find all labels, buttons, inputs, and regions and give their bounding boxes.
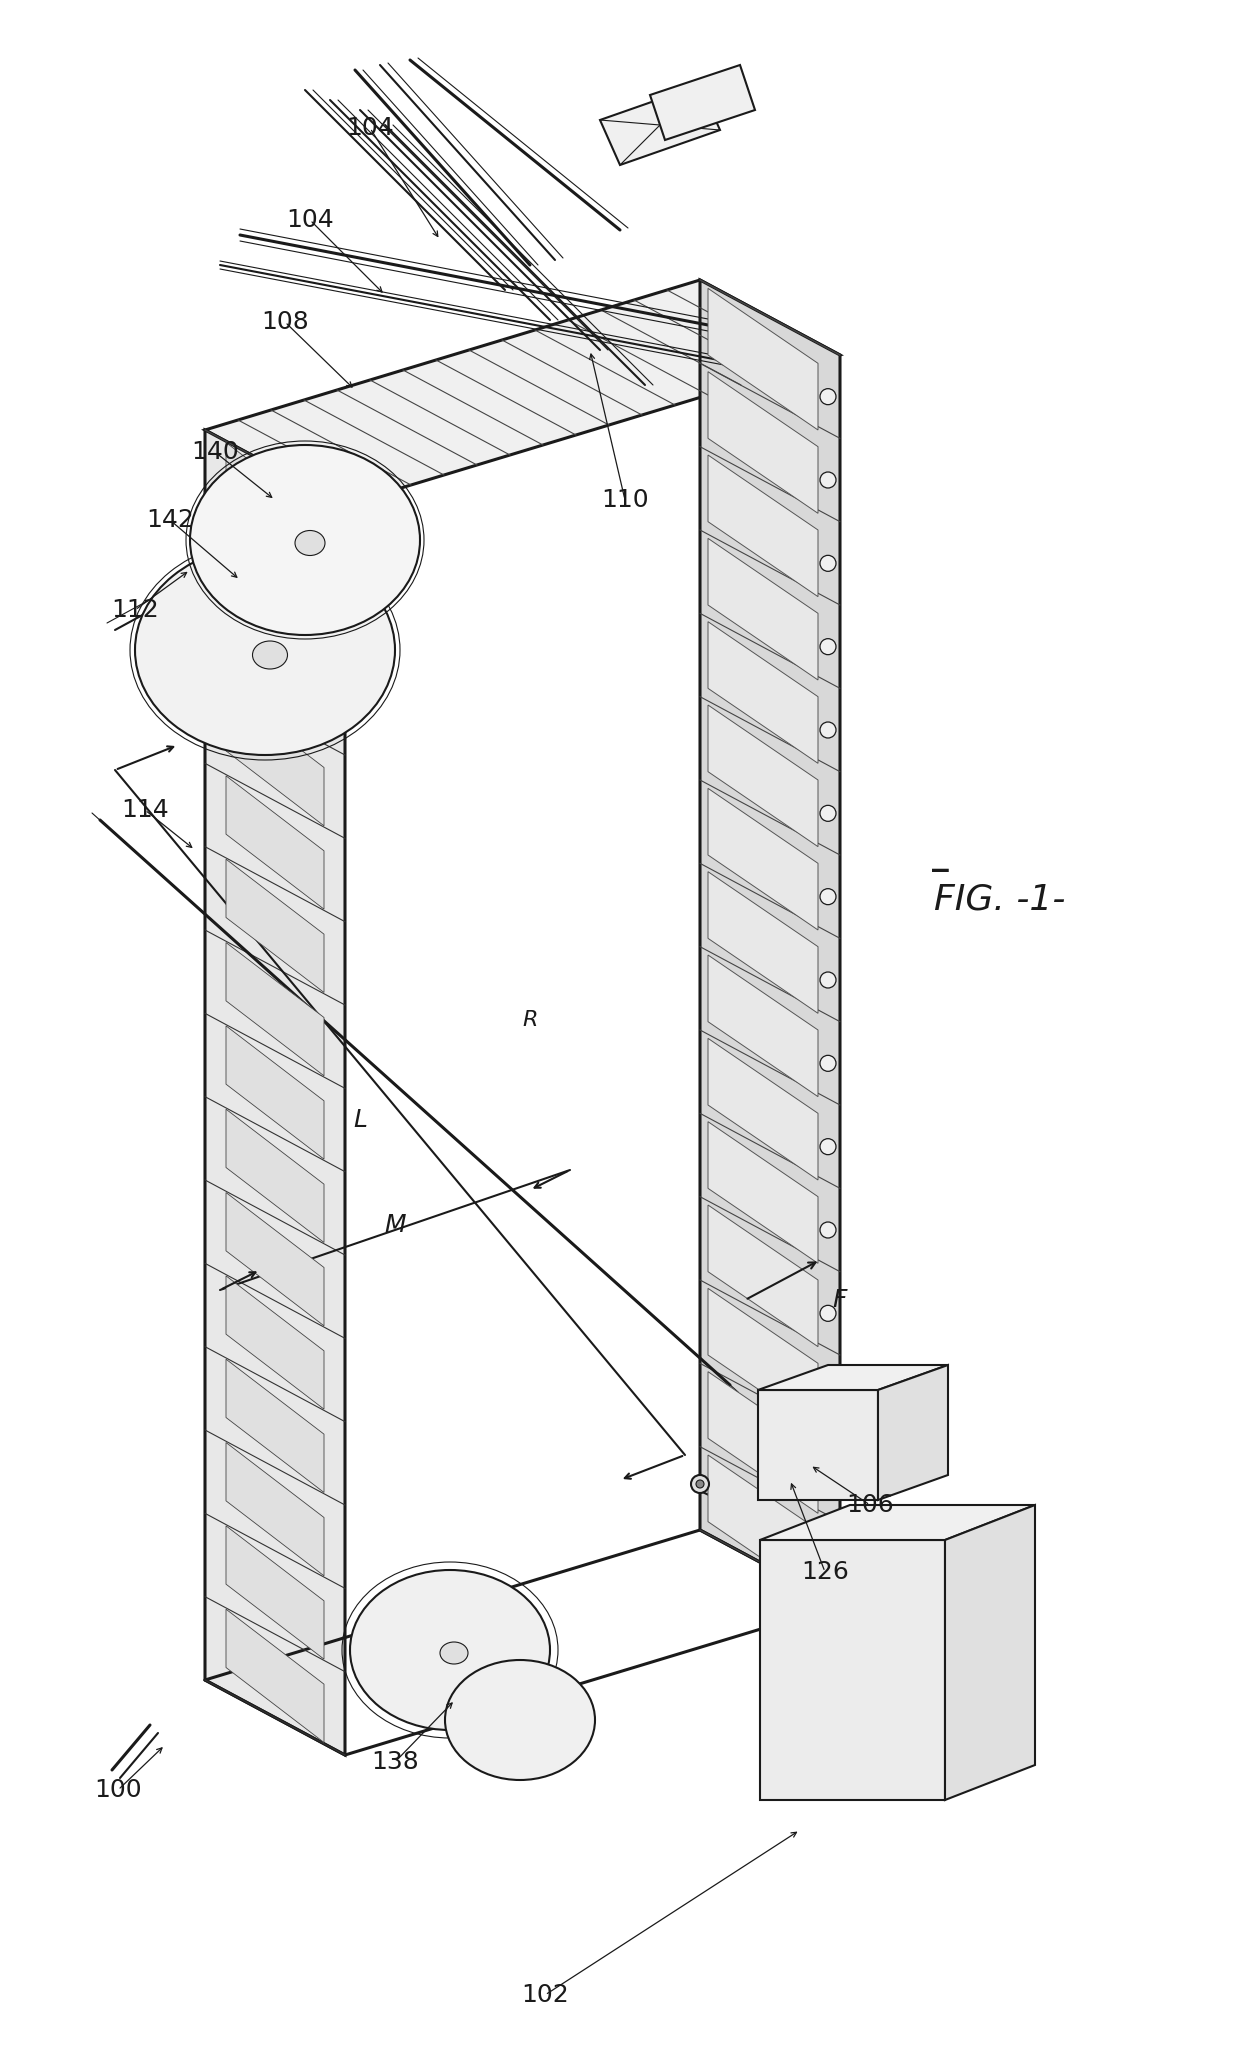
Ellipse shape xyxy=(253,642,288,669)
Ellipse shape xyxy=(820,555,836,571)
Ellipse shape xyxy=(820,1555,836,1571)
Text: –: – xyxy=(930,849,950,890)
Ellipse shape xyxy=(820,640,836,654)
Polygon shape xyxy=(226,693,324,826)
Polygon shape xyxy=(226,443,324,575)
Polygon shape xyxy=(708,288,818,431)
Text: L: L xyxy=(353,1107,367,1132)
Polygon shape xyxy=(878,1364,949,1501)
Text: 100: 100 xyxy=(94,1778,141,1803)
Ellipse shape xyxy=(440,1642,467,1664)
Text: 138: 138 xyxy=(371,1749,419,1774)
Text: 104: 104 xyxy=(346,116,394,141)
Ellipse shape xyxy=(820,973,836,987)
Polygon shape xyxy=(945,1505,1035,1801)
Polygon shape xyxy=(708,789,818,929)
Text: 110: 110 xyxy=(601,489,649,511)
Polygon shape xyxy=(650,64,755,141)
Polygon shape xyxy=(226,1608,324,1743)
Ellipse shape xyxy=(820,1221,836,1238)
Polygon shape xyxy=(708,1205,818,1348)
Polygon shape xyxy=(226,1526,324,1660)
Polygon shape xyxy=(708,871,818,1014)
Polygon shape xyxy=(708,373,818,513)
Text: 102: 102 xyxy=(521,1983,569,2008)
Ellipse shape xyxy=(691,1476,709,1492)
Ellipse shape xyxy=(820,1389,836,1406)
Polygon shape xyxy=(226,1360,324,1492)
Polygon shape xyxy=(701,279,839,1604)
Text: R: R xyxy=(522,1010,538,1031)
Polygon shape xyxy=(226,859,324,992)
Text: FIG. -1-: FIG. -1- xyxy=(934,884,1065,917)
Ellipse shape xyxy=(820,389,836,404)
Polygon shape xyxy=(600,85,720,166)
Ellipse shape xyxy=(445,1660,595,1780)
Polygon shape xyxy=(226,776,324,909)
Ellipse shape xyxy=(820,1056,836,1072)
Ellipse shape xyxy=(135,544,396,756)
Polygon shape xyxy=(708,1455,818,1596)
Polygon shape xyxy=(226,942,324,1076)
Polygon shape xyxy=(760,1540,945,1801)
Ellipse shape xyxy=(190,445,420,635)
Polygon shape xyxy=(708,455,818,596)
Text: 114: 114 xyxy=(122,799,169,822)
Polygon shape xyxy=(226,1192,324,1325)
Text: M: M xyxy=(384,1213,405,1238)
Polygon shape xyxy=(708,1288,818,1430)
Ellipse shape xyxy=(820,472,836,489)
Ellipse shape xyxy=(820,1472,836,1488)
Text: 142: 142 xyxy=(146,507,193,532)
Polygon shape xyxy=(226,1110,324,1242)
Ellipse shape xyxy=(295,530,325,555)
Ellipse shape xyxy=(350,1569,551,1731)
Polygon shape xyxy=(205,279,839,505)
Polygon shape xyxy=(226,1443,324,1575)
Polygon shape xyxy=(758,1389,878,1501)
Polygon shape xyxy=(708,1372,818,1513)
Text: 126: 126 xyxy=(801,1561,849,1584)
Text: F: F xyxy=(833,1288,847,1312)
Polygon shape xyxy=(226,609,324,743)
Text: 108: 108 xyxy=(262,310,309,333)
Text: 104: 104 xyxy=(286,207,334,232)
Ellipse shape xyxy=(820,805,836,822)
Ellipse shape xyxy=(820,888,836,905)
Polygon shape xyxy=(226,526,324,658)
Polygon shape xyxy=(708,706,818,847)
Polygon shape xyxy=(758,1364,949,1389)
Polygon shape xyxy=(205,431,345,1755)
Polygon shape xyxy=(708,1039,818,1180)
Polygon shape xyxy=(226,1027,324,1159)
Text: 106: 106 xyxy=(846,1492,894,1517)
Polygon shape xyxy=(760,1505,1035,1540)
Polygon shape xyxy=(226,1275,324,1410)
Polygon shape xyxy=(708,621,818,764)
Ellipse shape xyxy=(820,1306,836,1321)
Ellipse shape xyxy=(820,1138,836,1155)
Ellipse shape xyxy=(820,722,836,739)
Polygon shape xyxy=(708,954,818,1097)
Polygon shape xyxy=(708,1122,818,1263)
Text: 112: 112 xyxy=(112,598,159,621)
Text: 140: 140 xyxy=(191,441,239,464)
Ellipse shape xyxy=(696,1480,704,1488)
Polygon shape xyxy=(708,538,818,681)
